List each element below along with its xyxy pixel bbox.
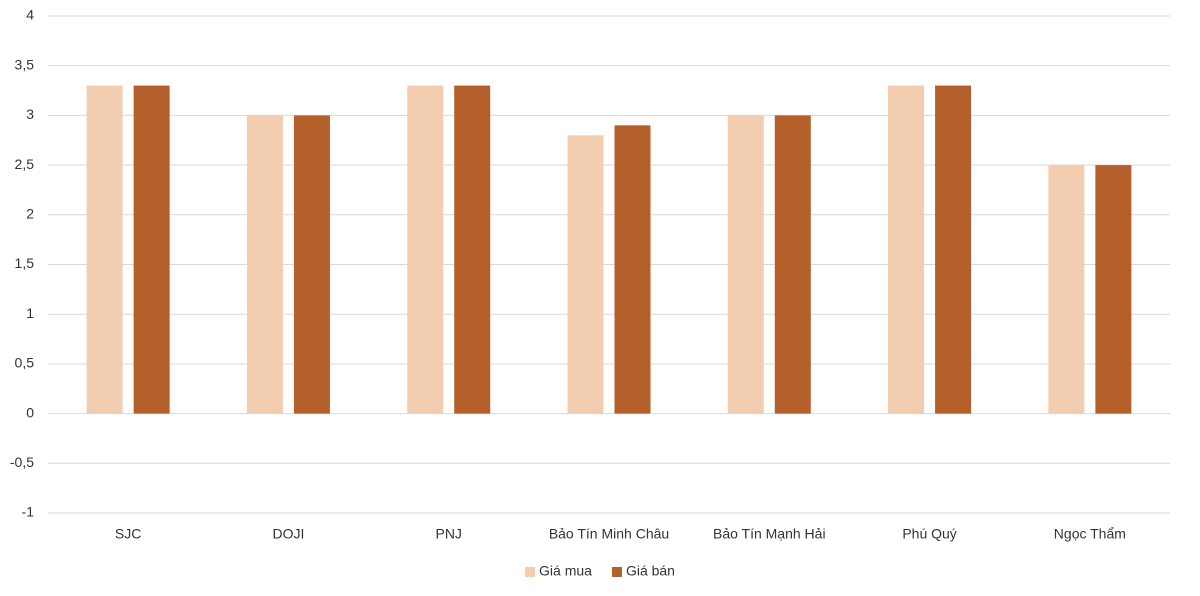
legend-label: Giá bán <box>626 563 675 579</box>
bar <box>727 115 764 414</box>
bar <box>293 115 330 414</box>
x-tick-label: Phú Quý <box>902 526 956 542</box>
bar <box>133 85 170 414</box>
bar <box>935 85 972 414</box>
x-tick-label: Ngọc Thẩm <box>1054 526 1126 542</box>
y-tick-label: -1 <box>22 504 35 520</box>
y-tick-label: 3,5 <box>15 56 35 72</box>
bar <box>454 85 491 414</box>
legend-swatch <box>611 567 622 577</box>
bar <box>1048 165 1085 414</box>
y-tick-label: 2 <box>26 206 34 222</box>
bar <box>614 125 651 414</box>
y-tick-label: 1,5 <box>15 255 35 271</box>
y-tick-label: 0 <box>26 404 34 420</box>
y-tick-label: 1 <box>26 305 34 321</box>
y-tick-label: 3 <box>26 106 34 122</box>
y-tick-label: 2,5 <box>15 156 35 172</box>
bar <box>246 115 283 414</box>
y-tick-label: 4 <box>26 7 34 23</box>
legend-swatch <box>525 567 536 577</box>
bar <box>1095 165 1132 414</box>
bar <box>567 135 604 414</box>
y-tick-label: -0,5 <box>10 454 34 470</box>
x-tick-label: DOJI <box>272 526 304 542</box>
bar <box>774 115 811 414</box>
bar <box>888 85 925 414</box>
bar <box>407 85 444 414</box>
x-tick-label: Bảo Tín Mạnh Hải <box>713 526 826 542</box>
bar <box>86 85 123 414</box>
legend-label: Giá mua <box>539 563 592 579</box>
x-tick-label: PNJ <box>435 526 461 542</box>
x-tick-label: Bảo Tín Minh Châu <box>549 526 669 542</box>
y-tick-label: 0,5 <box>15 355 35 371</box>
x-tick-label: SJC <box>115 526 141 542</box>
